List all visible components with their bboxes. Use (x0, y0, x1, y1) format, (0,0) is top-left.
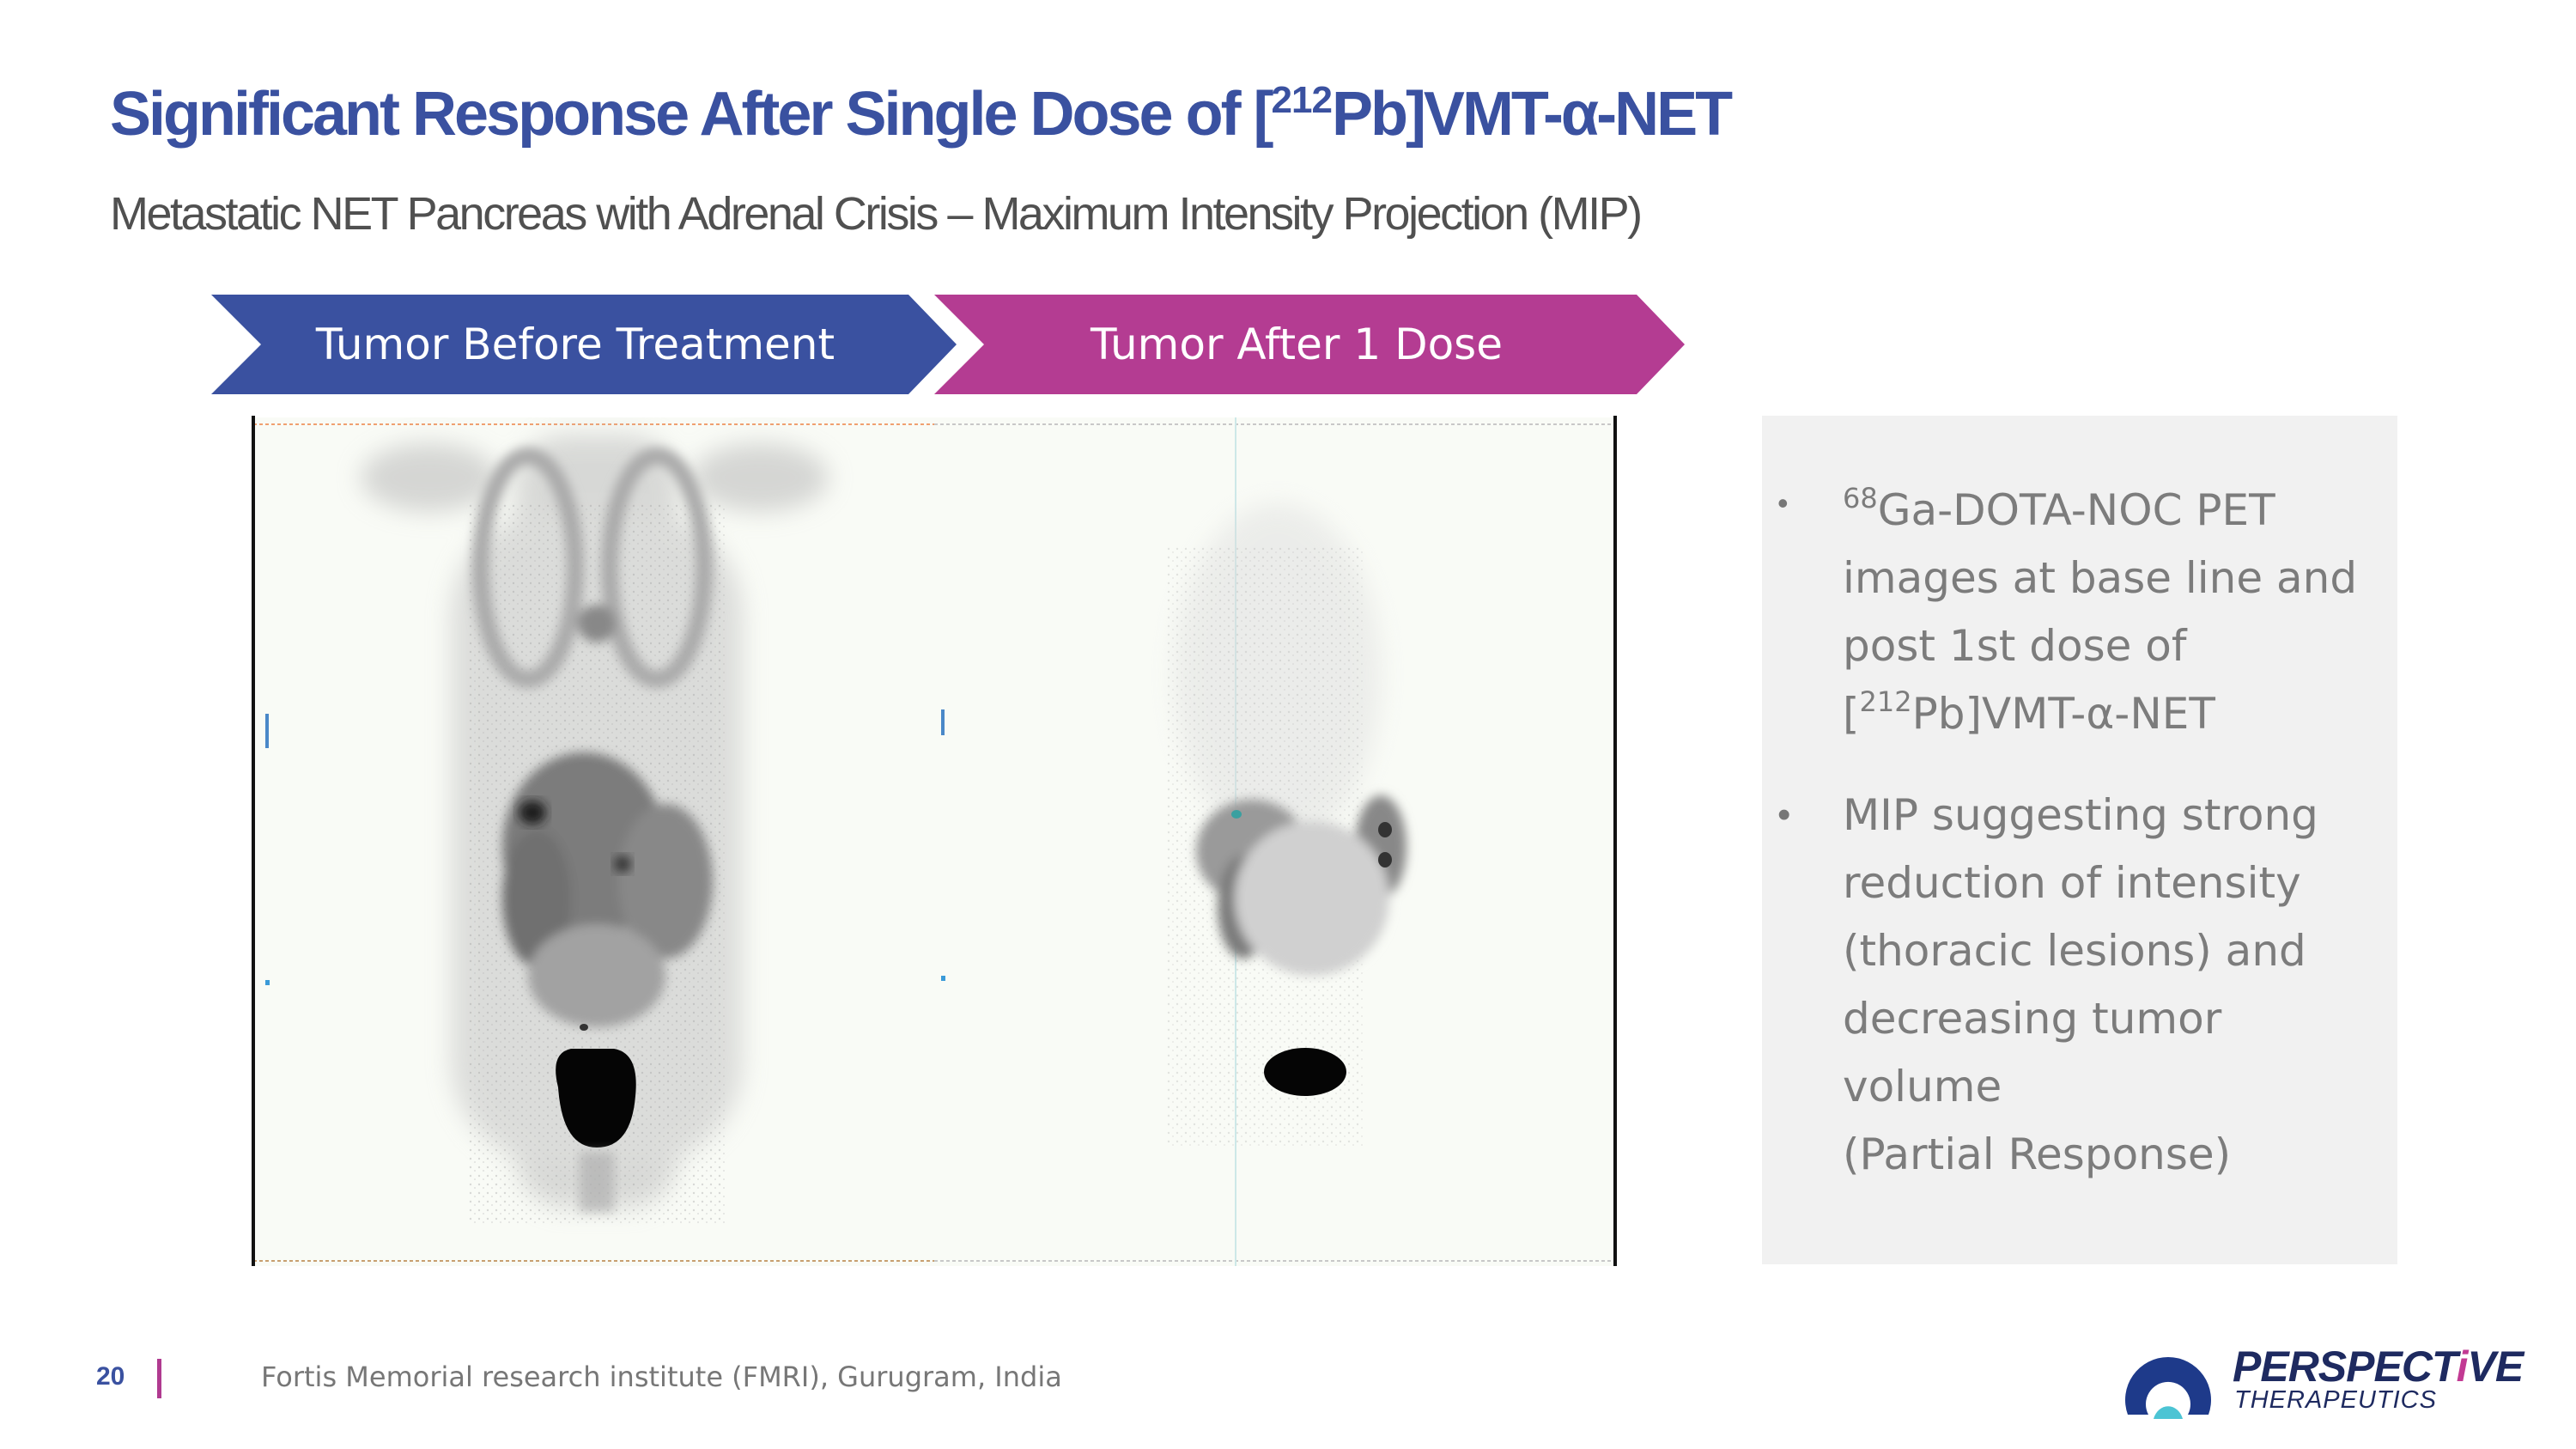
page-number: 20 (96, 1362, 125, 1391)
before-treatment-chevron (211, 295, 957, 394)
before-treatment-label: Tumor Before Treatment (315, 320, 835, 369)
info-panel (1762, 416, 2397, 1264)
bullet-marker-2: • (1777, 794, 1791, 836)
after-dose-chevron (934, 295, 1685, 394)
bullet-text-1: 68Ga-DOTA-NOC PET images at base line an… (1843, 482, 2358, 739)
footer-divider (157, 1359, 161, 1398)
slide-title: Significant Response After Single Dose o… (110, 79, 1733, 149)
slide-subtitle: Metastatic NET Pancreas with Adrenal Cri… (110, 188, 1643, 240)
pet-scan-before-image (253, 417, 936, 1266)
bullet-text-2: MIP suggesting strong reduction of inten… (1843, 790, 2318, 1179)
pet-scan-after-image (934, 417, 1617, 1266)
perspective-logo-icon (2125, 1356, 2211, 1419)
logo-subtitle: THERAPEUTICS (2234, 1386, 2437, 1414)
after-dose-label: Tumor After 1 Dose (1091, 320, 1503, 369)
source-citation: Fortis Memorial research institute (FMRI… (261, 1361, 1062, 1393)
logo-wordmark: PERSPECTiVE (2233, 1342, 2524, 1391)
bullet-marker-1: • (1777, 485, 1789, 521)
